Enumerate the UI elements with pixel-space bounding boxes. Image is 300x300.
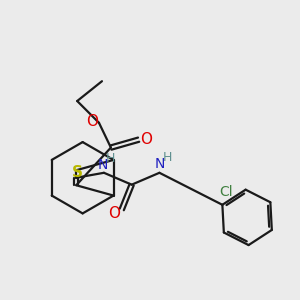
Text: S: S <box>72 165 83 180</box>
Text: Cl: Cl <box>219 185 232 199</box>
Text: O: O <box>108 206 120 221</box>
Text: N: N <box>98 158 108 172</box>
Text: H: H <box>106 152 116 165</box>
Text: N: N <box>154 157 165 171</box>
Text: H: H <box>163 152 172 164</box>
Text: O: O <box>140 132 152 147</box>
Text: O: O <box>86 114 98 129</box>
